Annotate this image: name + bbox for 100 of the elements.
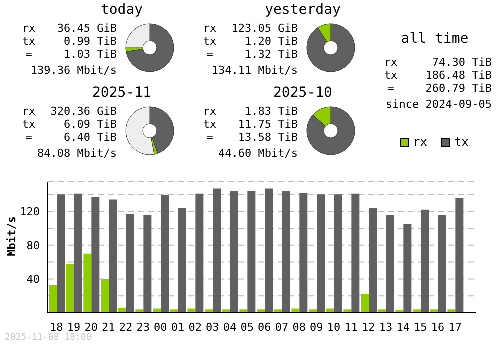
bar [282, 191, 290, 313]
bar [144, 214, 152, 313]
bar [369, 208, 377, 313]
x-tick-label: 20 [84, 321, 98, 334]
text: = [24, 48, 34, 61]
bar [352, 194, 360, 313]
text: 44.60 Mbit/s [218, 147, 298, 160]
donut-slice [306, 24, 356, 72]
x-tick-label: 15 [414, 321, 428, 334]
bar [361, 294, 369, 313]
bar [386, 214, 394, 313]
x-tick-label: 10 [327, 321, 341, 334]
x-tick-label: 04 [223, 321, 237, 334]
bar [74, 194, 82, 313]
x-tick-label: 07 [275, 321, 289, 334]
text: 186.48 TiB [426, 69, 492, 82]
bar [456, 198, 464, 313]
bar [178, 208, 186, 313]
text: 260.79 TiB [426, 82, 492, 95]
chart-title: 2025-11 [91, 85, 152, 101]
x-tick-label: 16 [431, 321, 445, 334]
donut-slice [306, 106, 356, 156]
text: 84.08 Mbit/s [38, 147, 117, 160]
text: = [206, 48, 214, 61]
text: tx [384, 69, 398, 82]
x-tick-label: 18 [50, 321, 64, 334]
legend-label: rx [413, 135, 428, 149]
chart-title: 2025-10 [272, 85, 334, 101]
y-axis-title: Mbit/s [6, 216, 18, 256]
bar [101, 279, 109, 313]
text: since 2024-09-05 [386, 98, 492, 111]
x-tick-label: 02 [188, 321, 202, 334]
donut-slice [126, 24, 174, 72]
text: tx [203, 35, 217, 48]
legend-label: tx [454, 135, 469, 149]
x-tick-label: 21 [102, 321, 116, 334]
x-tick-label: 23 [136, 321, 150, 334]
text: rx [22, 22, 36, 35]
chart-title: yesterday [264, 2, 342, 18]
text: 1.32 TiB [245, 48, 298, 61]
text: 139.36 Mbit/s [30, 64, 117, 77]
y-tick-label: 120 [20, 205, 40, 218]
bar [421, 210, 429, 313]
bar [404, 224, 412, 313]
text: tx [22, 35, 36, 48]
text: 0.99 TiB [64, 35, 117, 48]
x-tick-label: 19 [67, 321, 81, 334]
text: 1.83 TiB [245, 105, 298, 118]
x-tick-label: 12 [362, 321, 376, 334]
bar [300, 192, 308, 313]
bar [438, 214, 446, 313]
text: = [206, 131, 214, 144]
x-tick-label: 00 [154, 321, 168, 334]
text: 6.40 TiB [64, 131, 117, 144]
x-tick-label: 22 [119, 321, 133, 334]
text: 320.36 GiB [50, 105, 117, 118]
text: 1.03 TiB [64, 48, 117, 61]
text: 74.30 TiB [432, 56, 492, 69]
bar [84, 254, 92, 313]
x-tick-label: 01 [171, 321, 185, 334]
bar [248, 191, 256, 313]
bar [230, 191, 238, 313]
bar [109, 200, 117, 313]
text: 11.75 TiB [238, 118, 298, 131]
x-tick-label: 03 [206, 321, 220, 334]
text: rx [203, 22, 217, 35]
y-tick-label: 40 [26, 273, 40, 286]
text: rx [22, 105, 36, 118]
text: all time [400, 31, 470, 47]
text: 6.09 TiB [64, 118, 117, 131]
bar [317, 194, 325, 313]
x-tick-label: 17 [448, 321, 462, 334]
x-tick-label: 06 [258, 321, 272, 334]
text: 123.05 GiB [232, 22, 298, 35]
bar [57, 194, 65, 313]
bar [196, 194, 204, 313]
x-tick-label: 05 [240, 321, 254, 334]
text: rx [384, 56, 398, 69]
x-tick-label: 11 [344, 321, 358, 334]
text: = [386, 82, 396, 95]
chart-title: today [100, 2, 144, 18]
text: 1.20 TiB [245, 35, 298, 48]
bar [92, 197, 100, 313]
y-tick-label: 80 [26, 239, 40, 252]
bar [66, 264, 74, 313]
x-tick-label: 09 [310, 321, 324, 334]
text: rx [203, 105, 217, 118]
bar [334, 194, 342, 313]
x-tick-label: 14 [396, 321, 410, 334]
bar [161, 196, 169, 313]
text: 36.45 GiB [57, 22, 117, 35]
text: tx [22, 118, 36, 131]
bar [213, 188, 221, 313]
text: tx [203, 118, 217, 131]
x-tick-label: 13 [379, 321, 393, 334]
x-tick-label: 08 [292, 321, 306, 334]
text: 134.11 Mbit/s [212, 64, 298, 77]
bar [265, 188, 273, 313]
bar [49, 285, 57, 313]
text: 13.58 TiB [238, 131, 298, 144]
